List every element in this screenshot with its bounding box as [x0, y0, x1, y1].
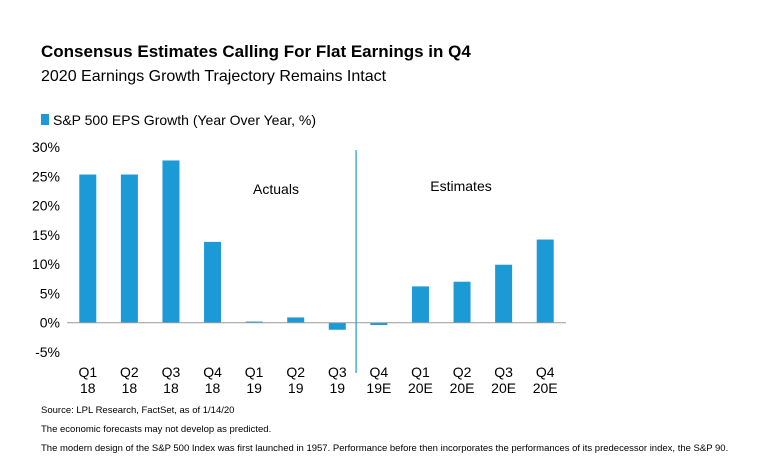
bar [411, 286, 429, 323]
x-tick-label: Q2 [286, 364, 305, 380]
y-tick-label: 0% [40, 315, 60, 331]
annotation-estimates: Estimates [430, 178, 491, 194]
x-tick-label: Q2 [120, 364, 139, 380]
x-tick-label: Q3 [162, 364, 181, 380]
x-tick-label: 20E [533, 380, 558, 396]
bar [287, 317, 305, 323]
bar [536, 239, 554, 323]
bar [453, 281, 471, 323]
bar [162, 160, 180, 323]
x-tick-label: 18 [205, 380, 221, 396]
y-tick-label: 15% [32, 227, 60, 243]
bar [120, 174, 138, 323]
y-axis-ticks: -5% 0% 5% 10% 15% 20% 25% 30% [32, 139, 60, 360]
bar [204, 241, 222, 323]
footnote-source: Source: LPL Research, FactSet, as of 1/1… [41, 405, 235, 416]
x-tick-label: Q4 [370, 364, 389, 380]
x-tick-label: Q4 [536, 364, 555, 380]
legend-label: S&P 500 EPS Growth (Year Over Year, %) [53, 112, 316, 128]
x-tick-label: Q1 [78, 364, 97, 380]
chart-subtitle: 2020 Earnings Growth Trajectory Remains … [41, 68, 387, 85]
bars [79, 160, 554, 330]
x-tick-label: 18 [122, 380, 138, 396]
y-tick-label: 5% [40, 285, 60, 301]
bar [328, 322, 346, 330]
x-tick-label: 19 [246, 380, 262, 396]
annotation-actuals: Actuals [253, 181, 299, 197]
x-axis-ticks: Q118Q218Q318Q418Q119Q219Q319Q419EQ120EQ2… [78, 364, 557, 396]
legend-swatch [41, 114, 49, 125]
chart-legend: S&P 500 EPS Growth (Year Over Year, %) [41, 112, 316, 128]
x-tick-label: Q2 [453, 364, 472, 380]
bar [370, 322, 388, 326]
chart-title: Consensus Estimates Calling For Flat Ear… [41, 42, 471, 61]
x-tick-label: 20E [491, 380, 516, 396]
bar [245, 321, 263, 323]
y-tick-label: 20% [32, 198, 60, 214]
x-tick-label: 19 [288, 380, 304, 396]
x-tick-label: 20E [408, 380, 433, 396]
x-tick-label: 18 [163, 380, 179, 396]
footnote-index-history: The modern design of the S&P 500 Index w… [41, 443, 729, 454]
x-tick-label: Q1 [245, 364, 264, 380]
y-tick-label: -5% [35, 344, 60, 360]
x-tick-label: 20E [450, 380, 475, 396]
x-tick-label: Q3 [328, 364, 347, 380]
x-tick-label: Q3 [494, 364, 513, 380]
x-tick-label: Q4 [203, 364, 222, 380]
bar [79, 174, 97, 323]
x-tick-label: 19 [330, 380, 346, 396]
eps-growth-bar-chart: S&P 500 EPS Growth (Year Over Year, %) -… [32, 112, 566, 396]
y-tick-label: 25% [32, 168, 60, 184]
x-tick-label: 19E [366, 380, 391, 396]
x-tick-label: Q1 [411, 364, 430, 380]
y-tick-label: 30% [32, 139, 60, 155]
x-tick-label: 18 [80, 380, 96, 396]
footnote-forecast-disclaimer: The economic forecasts may not develop a… [41, 424, 272, 435]
y-tick-label: 10% [32, 256, 60, 272]
bar [495, 264, 513, 323]
